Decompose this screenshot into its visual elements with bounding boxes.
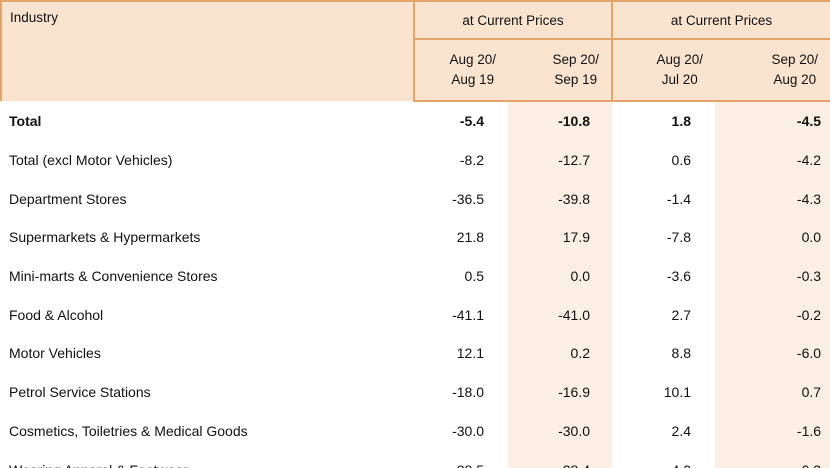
industry-cell: Total [9, 112, 42, 129]
value-sep20-sep19: 0.0 [508, 256, 613, 296]
value-sep20-sep19: -28.4 [508, 450, 613, 468]
value-sep20-aug20: -1.6 [715, 411, 830, 451]
column-header-sep20-aug20: Sep 20/Aug 20 [715, 39, 830, 102]
industry-cell: Cosmetics, Toiletries & Medical Goods [9, 422, 248, 439]
table-row: Total -5.4 -10.8 1.8 -4.5 [1, 101, 830, 141]
industry-cell: Petrol Service Stations [9, 384, 151, 401]
value-aug20-aug19: 21.8 [456, 229, 484, 246]
industry-cell: Motor Vehicles [9, 345, 101, 362]
value-aug20-aug19: -30.0 [452, 422, 484, 439]
table-row: Petrol Service Stations -18.0 -16.9 10.1 0.7 [1, 372, 830, 412]
table-row: Department Stores -36.5 -39.8 -1.4 -4.3 [1, 179, 830, 219]
value-sep20-aug20: 0.7 [715, 372, 830, 412]
table-header: Industry at Current Prices at Current Pr… [0, 0, 830, 102]
value-sep20-aug20: -4.5 [715, 101, 830, 141]
industry-column-header: Industry [0, 0, 414, 101]
value-aug20-jul20: -1.4 [666, 190, 692, 207]
table-row: Motor Vehicles 12.1 0.2 8.8 -6.0 [1, 334, 830, 373]
value-sep20-sep19: -16.9 [508, 372, 613, 412]
table-row: Food & Alcohol -41.1 -41.0 2.7 -0.2 [1, 295, 830, 335]
table-row: Wearing Apparel & Footwear-28.5-28.44.0-… [1, 450, 830, 468]
value-sep20-aug20: -4.3 [715, 179, 830, 219]
value-aug20-aug19: 12.1 [456, 345, 484, 362]
value-aug20-jul20: -7.8 [666, 229, 692, 246]
value-aug20-aug19: -8.2 [459, 152, 484, 169]
industry-cell: Food & Alcohol [9, 306, 104, 323]
table-row: Mini-marts & Convenience Stores 0.5 0.0 -3.… [1, 256, 830, 296]
value-sep20-aug20: -4.2 [715, 140, 830, 180]
industry-cell: Supermarkets & Hypermarkets [9, 229, 201, 246]
value-sep20-sep19: -39.8 [508, 179, 613, 219]
column-header-sep20-sep19: Sep 20/Sep 19 [508, 39, 613, 102]
value-aug20-aug19: -28.5 [414, 450, 508, 468]
value-sep20-sep19: -10.8 [508, 101, 613, 141]
value-aug20-aug19: -41.1 [452, 306, 484, 323]
value-aug20-jul20: 1.8 [671, 113, 692, 130]
value-sep20-aug20: -0.2 [715, 295, 830, 335]
industry-cell: Department Stores [9, 190, 127, 207]
value-sep20-sep19: 0.2 [508, 334, 613, 373]
value-sep20-aug20: -6.0 [715, 334, 830, 373]
value-aug20-jul20: 10.1 [663, 384, 692, 401]
value-aug20-aug19: -36.5 [452, 190, 484, 207]
table-row: Supermarkets & Hypermarkets 21.8 17.9 -7.8 0… [1, 218, 830, 257]
value-aug20-jul20: 2.4 [671, 422, 692, 439]
value-sep20-sep19: -30.0 [508, 411, 613, 451]
table-row: Cosmetics, Toiletries & Medical Goods -30… [1, 411, 830, 451]
value-aug20-aug19: -18.0 [452, 384, 484, 401]
group-header-month-on-month: at Current Prices [611, 0, 830, 40]
industry-cell: Mini-marts & Convenience Stores [9, 268, 218, 285]
table-row: Total (excl Motor Vehicles) -8.2 -12.7 0.6 -… [1, 140, 830, 180]
value-aug20-jul20: 2.7 [671, 306, 692, 323]
value-aug20-jul20: 4.0 [612, 450, 715, 468]
group-header-year-on-year: at Current Prices [412, 0, 613, 40]
value-aug20-aug19: -5.4 [459, 113, 484, 130]
value-sep20-sep19: -41.0 [508, 295, 613, 335]
column-header-aug20-aug19: Aug 20/Aug 19 [413, 39, 508, 102]
value-sep20-aug20: -0.3 [715, 256, 830, 296]
value-sep20-sep19: -12.7 [508, 140, 613, 180]
value-aug20-aug19: 0.5 [464, 268, 484, 285]
value-sep20-aug20: -0.3 [715, 450, 830, 468]
table-body: Total -5.4 -10.8 1.8 -4.5 Total (excl Motor V… [1, 101, 830, 468]
value-aug20-jul20: 8.8 [671, 345, 692, 362]
value-sep20-sep19: 17.9 [508, 218, 613, 257]
value-aug20-jul20: -3.6 [666, 268, 692, 285]
industry-cell: Wearing Apparel & Footwear [1, 450, 414, 468]
column-header-aug20-jul20: Aug 20/Jul 20 [611, 39, 716, 102]
value-sep20-aug20: 0.0 [715, 218, 830, 257]
value-aug20-jul20: 0.6 [671, 152, 692, 169]
industry-cell: Total (excl Motor Vehicles) [9, 152, 173, 169]
